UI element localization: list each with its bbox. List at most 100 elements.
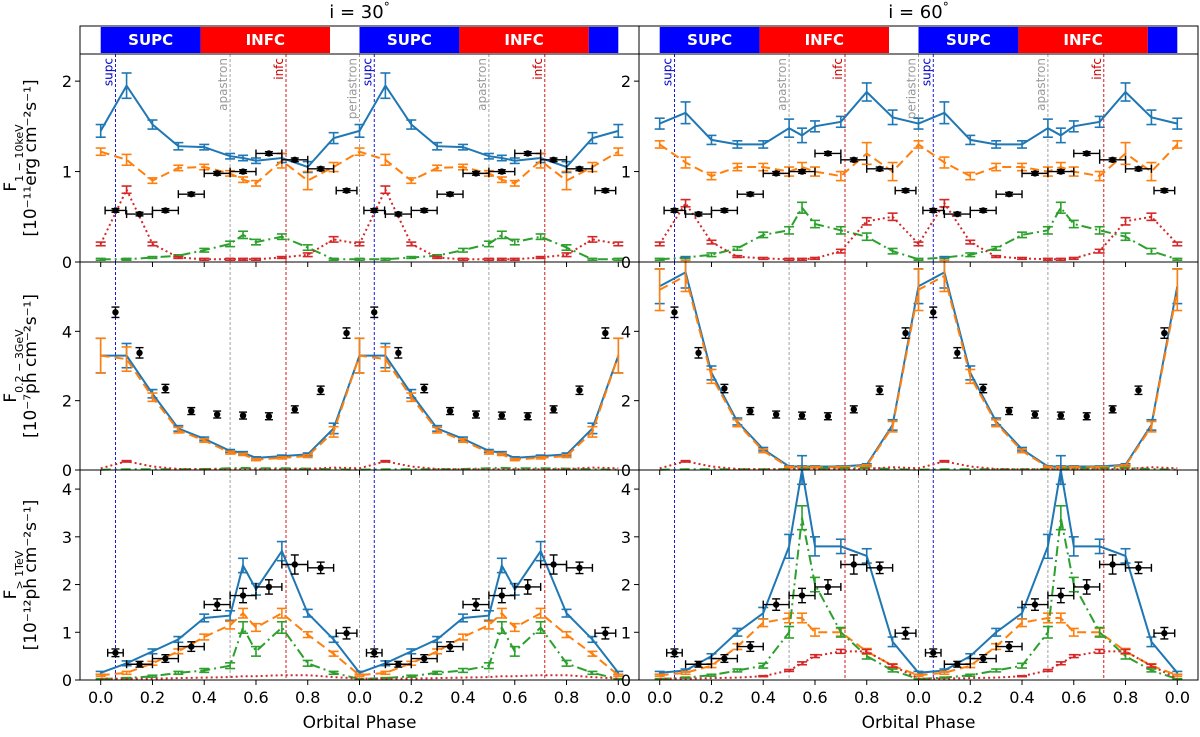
observed-tev-point	[902, 630, 909, 637]
marker-label-supc: supc	[919, 58, 933, 86]
observed-gev-point	[1161, 329, 1168, 337]
observed-gev-point	[772, 411, 780, 418]
marker-label-supc: supc	[101, 58, 115, 86]
y-axis-label-xray: F1 − 10keV [10⁻¹¹erg cm⁻²s⁻¹]	[1, 79, 41, 236]
x-tick-label: 0.4	[450, 688, 475, 707]
observed-tev-point	[671, 649, 678, 656]
observed-x-ray-point	[721, 207, 728, 214]
observed-tev-point	[239, 592, 247, 599]
band-label: SUPC	[946, 31, 991, 49]
observed-tev-point	[721, 655, 728, 662]
band-supc-tail	[588, 27, 619, 53]
background-layer: SUPC INFC SUPC INFC SUPC INFC SUPC INFC supc supc…	[80, 26, 1198, 680]
observed-gev-point	[239, 412, 247, 419]
observed-x-ray-point	[112, 207, 119, 214]
observed-x-ray-point	[902, 187, 909, 194]
band-infc	[459, 27, 589, 53]
series-component-4-r2c1	[659, 650, 1178, 680]
observed-gev-point	[265, 413, 273, 420]
x-tick-label: 0.4	[191, 688, 216, 707]
band-label: INFC	[805, 31, 844, 49]
x-tick-label: 0.4	[750, 688, 775, 707]
observed-x-ray-point	[239, 168, 247, 175]
band-supc	[918, 27, 1019, 53]
observed-gev-point	[1057, 412, 1065, 419]
x-tick-label: 0.8	[554, 688, 579, 707]
observed-tev-point	[954, 661, 961, 668]
observed-tev-point	[1031, 601, 1039, 608]
y-tick-label: 0	[621, 253, 631, 272]
svg-text:[10⁻¹¹erg cm⁻²s⁻¹]: [10⁻¹¹erg cm⁻²s⁻¹]	[21, 79, 41, 236]
y-tick-label: 1	[62, 163, 72, 182]
y-tick-label: 2	[62, 72, 72, 91]
x-tick-label: 0.0	[1165, 688, 1190, 707]
observed-gev-point	[930, 309, 937, 316]
observed-x-ray-point	[772, 170, 780, 177]
observed-x-ray-point	[671, 207, 678, 214]
observed-gev-point	[524, 413, 531, 420]
y-tick-label: 1	[621, 623, 631, 642]
observed-gev-point	[850, 406, 858, 413]
observed-tev-point	[979, 655, 987, 662]
observed-x-ray-point	[602, 187, 609, 194]
marker-label-periastron: periastron	[346, 58, 360, 119]
observed-tev-point	[317, 564, 324, 572]
observed-tev-point	[1083, 583, 1090, 591]
observed-tev-point	[472, 601, 480, 608]
observed-tev-point	[265, 583, 273, 591]
observed-tev-point	[576, 564, 583, 572]
y-tick-label: 4	[621, 480, 631, 499]
observed-gev-point	[576, 387, 583, 394]
observed-gev-point	[446, 407, 454, 415]
observed-x-ray-point	[188, 190, 195, 198]
marker-label-apastron: apastron	[216, 58, 230, 111]
x-axis-label-left: Orbital Phase	[303, 713, 417, 733]
x-tick-label: 0.0	[347, 688, 372, 707]
observed-tev-point	[772, 601, 780, 608]
x-tick-label: 0.8	[1113, 688, 1138, 707]
observed-gev-point	[291, 406, 299, 413]
x-tick-label: 0.6	[502, 688, 527, 707]
observed-tev-point	[524, 583, 531, 591]
observed-tev-point	[420, 655, 428, 662]
observed-gev-point	[162, 385, 169, 392]
observed-gev-point	[979, 385, 987, 392]
y-tick-label: 0	[62, 253, 72, 272]
observed-gev-point	[902, 329, 909, 337]
observed-tev-point	[1135, 564, 1142, 572]
observed-tev-point	[747, 643, 754, 650]
observed-tev-point	[188, 643, 195, 650]
observed-tev-point	[550, 561, 557, 568]
observed-x-ray-point	[291, 156, 299, 164]
observed-gev-point	[472, 411, 480, 418]
observed-x-ray-point	[798, 168, 806, 175]
x-tick-label: 0.0	[647, 688, 672, 707]
x-tick-label: 0.2	[399, 688, 424, 707]
observed-gev-point	[721, 385, 728, 392]
y-axis-label-tev: F> 1TeV [10⁻¹²ph cm⁻²s⁻¹]	[1, 500, 41, 651]
series-component-2-r2c1	[659, 617, 1178, 677]
y-tick-label: 3	[62, 528, 72, 547]
observed-tev-point	[213, 601, 221, 608]
observed-gev-point	[213, 411, 221, 418]
marker-label-apastron: apastron	[475, 58, 489, 111]
observed-x-ray-point	[1135, 165, 1142, 173]
observed-x-ray-point	[498, 168, 506, 175]
column-title-i30: i = 30°	[329, 0, 389, 23]
y-tick-label: 4	[621, 322, 631, 341]
observed-x-ray-point	[317, 165, 324, 173]
y-tick-label: 2	[621, 576, 631, 595]
observed-gev-point	[420, 385, 428, 392]
observed-gev-point	[954, 349, 961, 357]
observed-tev-point	[1109, 561, 1116, 568]
observed-x-ray-point	[1031, 170, 1039, 177]
marker-label-supc: supc	[360, 58, 374, 86]
x-tick-label: 0.6	[802, 688, 827, 707]
column-title-i60: i = 60°	[888, 0, 948, 23]
svg-text:F> 1TeV: F> 1TeV	[1, 550, 26, 599]
observed-gev-point	[1135, 387, 1142, 394]
observed-tev-point	[930, 649, 937, 656]
observed-x-ray-point	[1161, 187, 1168, 194]
x-tick-label: 0.0	[606, 688, 631, 707]
